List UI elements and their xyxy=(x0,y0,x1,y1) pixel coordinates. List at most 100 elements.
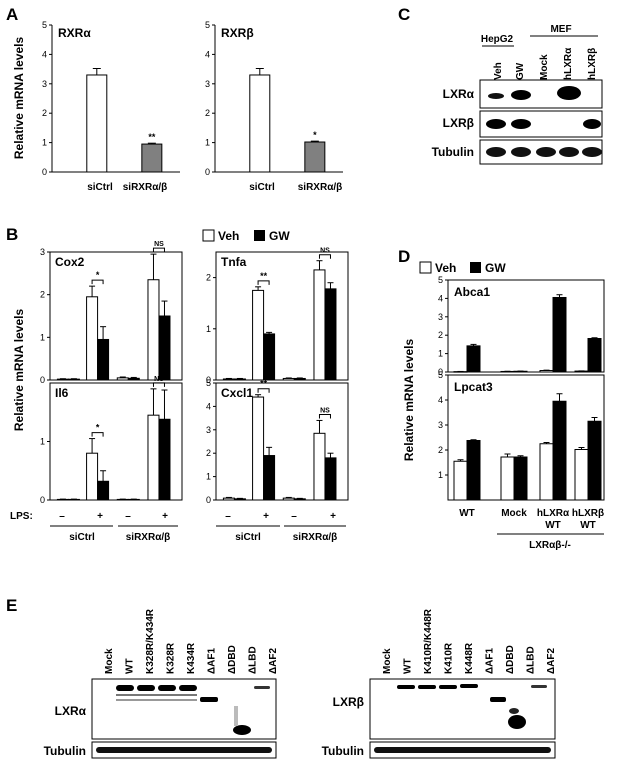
blot-c-lane-hlxrb: hLXRβ xyxy=(587,48,598,80)
blot-band xyxy=(509,708,519,714)
significance-label: NS xyxy=(154,376,164,383)
blot-band-faint xyxy=(116,694,197,696)
y-tick-label: 5 xyxy=(42,20,47,30)
chart-title: RXRβ xyxy=(221,26,254,40)
blot-lane-label: ΔLBD xyxy=(248,646,259,674)
bar-veh xyxy=(313,269,326,381)
blot-band xyxy=(559,147,579,157)
y-tick-label: 3 xyxy=(42,79,47,89)
bar-veh xyxy=(86,452,99,501)
significance-label: * xyxy=(96,423,100,433)
blot-band xyxy=(511,147,531,157)
y-tick-label: 4 xyxy=(205,49,210,59)
chart-rxrb: 0 1 2 3 4 5 RXRβ * xyxy=(205,20,343,177)
blot-band xyxy=(486,119,506,129)
blot-lane-label: K328R/K434R xyxy=(145,608,156,674)
y-tick-label: 3 xyxy=(438,312,443,322)
blot-band xyxy=(536,147,556,157)
bar xyxy=(86,74,108,173)
blot-band xyxy=(116,685,134,691)
significance-bracket xyxy=(152,382,165,387)
blot-lane-label: WT xyxy=(125,658,136,674)
y-tick-label: 5 xyxy=(205,20,210,30)
blot-band xyxy=(583,119,601,129)
y-tick-label: 3 xyxy=(205,79,210,89)
panel-label-c: C xyxy=(398,5,410,24)
bar-veh xyxy=(56,378,69,381)
y-tick-label: 0 xyxy=(438,367,443,377)
y-tick-label: 1 xyxy=(40,437,45,447)
chart-title: Cxcl1 xyxy=(221,386,253,400)
blot-lane-label: ΔAF2 xyxy=(268,647,279,674)
significance-bracket xyxy=(318,254,331,259)
blot-band xyxy=(490,697,506,702)
blot-c-row-tubulin: Tubulin xyxy=(432,145,474,159)
blot-lane-label: ΔAF2 xyxy=(546,647,557,674)
y-tick-label: 4 xyxy=(206,401,211,411)
blot-lane-label: Mock xyxy=(382,648,393,674)
blot-e-row-lxrb: LXRβ xyxy=(333,695,364,709)
blot-lane-label: ΔDBD xyxy=(505,645,516,674)
y-tick-label: 5 xyxy=(438,370,443,380)
blot-band xyxy=(200,697,218,702)
y-tick-label: 0 xyxy=(205,167,210,177)
bar-gw xyxy=(263,333,276,381)
chart-title: Cox2 xyxy=(55,255,85,269)
lps-signs: – + – + – + – + xyxy=(59,511,336,522)
blot-band xyxy=(460,684,478,688)
a1-xlabel-sictrl: siCtrl xyxy=(87,182,113,193)
plot-frame xyxy=(49,251,183,381)
y-tick-label: 1 xyxy=(206,472,211,482)
lps-minus: – xyxy=(291,511,297,522)
y-tick-label: 4 xyxy=(438,395,443,405)
a2-xlabel-sictrl: siCtrl xyxy=(249,182,275,193)
panel-a-ylabel: Relative mRNA levels xyxy=(12,37,26,160)
plot-frame xyxy=(215,251,349,381)
lps-minus: – xyxy=(225,511,231,522)
blot-lane-label: K328R xyxy=(166,642,177,674)
panel-b: Veh GW Relative mRNA levels 0123Cox2*NS … xyxy=(10,229,349,543)
bar-veh xyxy=(86,296,99,381)
blot-lane-label: ΔAF1 xyxy=(485,647,496,674)
chart-title: RXRα xyxy=(58,26,91,40)
y-tick-label: 1 xyxy=(206,324,211,334)
blot-band-faint xyxy=(116,699,197,701)
bar-gw xyxy=(324,288,337,381)
bar-gw xyxy=(552,400,567,501)
significance-label: NS xyxy=(320,407,330,414)
d-xlabel-wt: WT xyxy=(545,520,561,531)
significance-bracket xyxy=(91,432,104,437)
blot-e-right-bands xyxy=(374,684,551,753)
chart-title: Lpcat3 xyxy=(454,380,493,394)
group-label-sirxr: siRXRα/β xyxy=(126,532,170,543)
lps-minus: – xyxy=(125,511,131,522)
y-tick-label: 0 xyxy=(206,375,211,385)
blot-band xyxy=(397,685,415,689)
blot-e-right-lanes: Mock WT K410R/K448R K410R K448R ΔAF1 ΔDBD ΔLBD Δ… xyxy=(382,608,557,674)
lps-minus: – xyxy=(59,511,65,522)
panel-d-ylabel: Relative mRNA levels xyxy=(402,339,416,462)
blot-c-lane-hlxra: hLXRα xyxy=(563,47,574,80)
lps-plus: + xyxy=(162,511,168,522)
blot-c-row-lxra: LXRα xyxy=(443,87,475,101)
blot-band xyxy=(582,147,602,157)
bar-gw xyxy=(67,378,80,381)
panel-label-e: E xyxy=(6,596,17,615)
chart-cxcl1: 0 1 2 3 4 5 Cxcl1 ** NS xyxy=(206,378,349,505)
legend-gw-swatch xyxy=(470,262,481,273)
blot-band xyxy=(254,686,270,689)
blot-lane-label: ΔAF1 xyxy=(207,647,218,674)
legend-veh-label: Veh xyxy=(218,229,239,243)
group-label-sictrl: siCtrl xyxy=(69,532,95,543)
blot-band xyxy=(488,93,504,99)
bar-veh xyxy=(539,370,554,373)
y-tick-label: 2 xyxy=(206,448,211,458)
bar-veh xyxy=(116,377,129,381)
bar-gw xyxy=(552,296,567,373)
significance-bracket xyxy=(152,247,165,253)
blot-e-row-tubulin: Tubulin xyxy=(322,744,364,758)
y-tick-label: 1 xyxy=(438,470,443,480)
panel-e: Mock WT K328R/K434R K328R K434R ΔAF1 ΔDBD ΔLBD Δ… xyxy=(44,608,557,759)
bar-gw xyxy=(233,378,246,381)
